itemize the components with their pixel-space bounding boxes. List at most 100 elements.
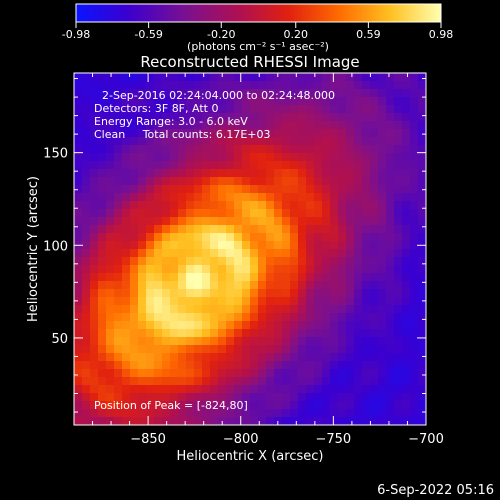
heatmap-cell: [322, 337, 331, 346]
heatmap-cell: [298, 281, 307, 290]
heatmap-cell: [138, 257, 147, 266]
heatmap-cell: [154, 281, 163, 290]
heatmap-cell: [290, 361, 299, 370]
heatmap-cell: [234, 273, 243, 282]
heatmap-cell: [386, 233, 395, 242]
heatmap-cell: [186, 289, 195, 298]
heatmap-cell: [218, 137, 227, 146]
heatmap-cell: [370, 313, 379, 322]
heatmap-cell: [274, 145, 283, 154]
heatmap-cell: [346, 169, 355, 178]
heatmap-cell: [402, 185, 411, 194]
heatmap-cell: [210, 297, 219, 306]
heatmap-cell: [266, 337, 275, 346]
heatmap-cell: [98, 185, 107, 194]
heatmap-cell: [338, 209, 347, 218]
heatmap-cell: [226, 393, 235, 402]
heatmap-cell: [74, 169, 83, 178]
heatmap-cell: [154, 241, 163, 250]
heatmap-cell: [170, 169, 179, 178]
heatmap-cell: [170, 241, 179, 250]
heatmap-cell: [386, 249, 395, 258]
heatmap-cell: [98, 233, 107, 242]
heatmap-cell: [218, 249, 227, 258]
heatmap-cell: [394, 297, 403, 306]
heatmap-cell: [226, 97, 235, 106]
heatmap-cell: [314, 241, 323, 250]
heatmap-cell: [170, 185, 179, 194]
heatmap-cell: [378, 201, 387, 210]
heatmap-cell: [194, 89, 203, 98]
heatmap-cell: [234, 329, 243, 338]
heatmap-cell: [82, 201, 91, 210]
heatmap-cell: [410, 233, 419, 242]
heatmap-cell: [106, 89, 115, 98]
heatmap-cell: [394, 353, 403, 362]
heatmap-cell: [154, 225, 163, 234]
heatmap-cell: [354, 89, 363, 98]
heatmap-cell: [138, 249, 147, 258]
heatmap-cell: [178, 121, 187, 130]
heatmap-cell: [378, 169, 387, 178]
heatmap-cell: [314, 193, 323, 202]
heatmap-cell: [186, 353, 195, 362]
heatmap-cell: [82, 225, 91, 234]
heatmap-cell: [250, 273, 259, 282]
colorbar-ticks: -0.98 -0.59 -0.20 0.20 0.59 0.98: [62, 22, 453, 41]
heatmap-cell: [138, 313, 147, 322]
heatmap-cell: [98, 353, 107, 362]
heatmap-cell: [362, 385, 371, 394]
heatmap-cell: [306, 145, 315, 154]
heatmap-cell: [82, 321, 91, 330]
heatmap-cell: [234, 129, 243, 138]
heatmap-cell: [114, 337, 123, 346]
heatmap-cell: [234, 153, 243, 162]
heatmap-cell: [402, 257, 411, 266]
heatmap-cell: [130, 289, 139, 298]
heatmap-cell: [346, 257, 355, 266]
heatmap-cell: [74, 217, 83, 226]
heatmap-cell: [274, 201, 283, 210]
heatmap-cell: [202, 385, 211, 394]
heatmap-cell: [402, 129, 411, 138]
heatmap-cell: [266, 177, 275, 186]
heatmap-cell: [258, 369, 267, 378]
heatmap-cell: [402, 217, 411, 226]
heatmap-cell: [74, 249, 83, 258]
heatmap-cell: [306, 409, 315, 418]
heatmap-cell: [362, 321, 371, 330]
heatmap-cell: [418, 385, 426, 394]
heatmap-cell: [258, 129, 267, 138]
heatmap-cell: [370, 337, 379, 346]
heatmap-cell: [218, 377, 227, 386]
heatmap-cell: [330, 321, 339, 330]
heatmap-cell: [82, 161, 91, 170]
heatmap-cell: [290, 161, 299, 170]
heatmap-cell: [122, 201, 131, 210]
heatmap-cell: [274, 89, 283, 98]
heatmap-cell: [386, 305, 395, 314]
heatmap-cell: [234, 385, 243, 394]
heatmap-cell: [74, 297, 83, 306]
heatmap-cell: [370, 73, 379, 82]
heatmap-cell: [378, 193, 387, 202]
heatmap-cell: [306, 329, 315, 338]
heatmap-cell: [386, 385, 395, 394]
heatmap-cell: [226, 217, 235, 226]
heatmap-cell: [306, 121, 315, 130]
heatmap-cell: [338, 193, 347, 202]
heatmap-cell: [218, 201, 227, 210]
heatmap-cell: [210, 385, 219, 394]
heatmap-cell: [274, 161, 283, 170]
heatmap-cell: [282, 201, 291, 210]
heatmap-cell: [258, 121, 267, 130]
heatmap-cell: [258, 81, 267, 90]
heatmap-cell: [410, 129, 419, 138]
heatmap-cell: [186, 121, 195, 130]
heatmap-cell: [186, 153, 195, 162]
heatmap-cell: [418, 81, 426, 90]
heatmap-cell: [322, 97, 331, 106]
heatmap-cell: [410, 281, 419, 290]
heatmap-cell: [338, 161, 347, 170]
heatmap-cell: [322, 193, 331, 202]
